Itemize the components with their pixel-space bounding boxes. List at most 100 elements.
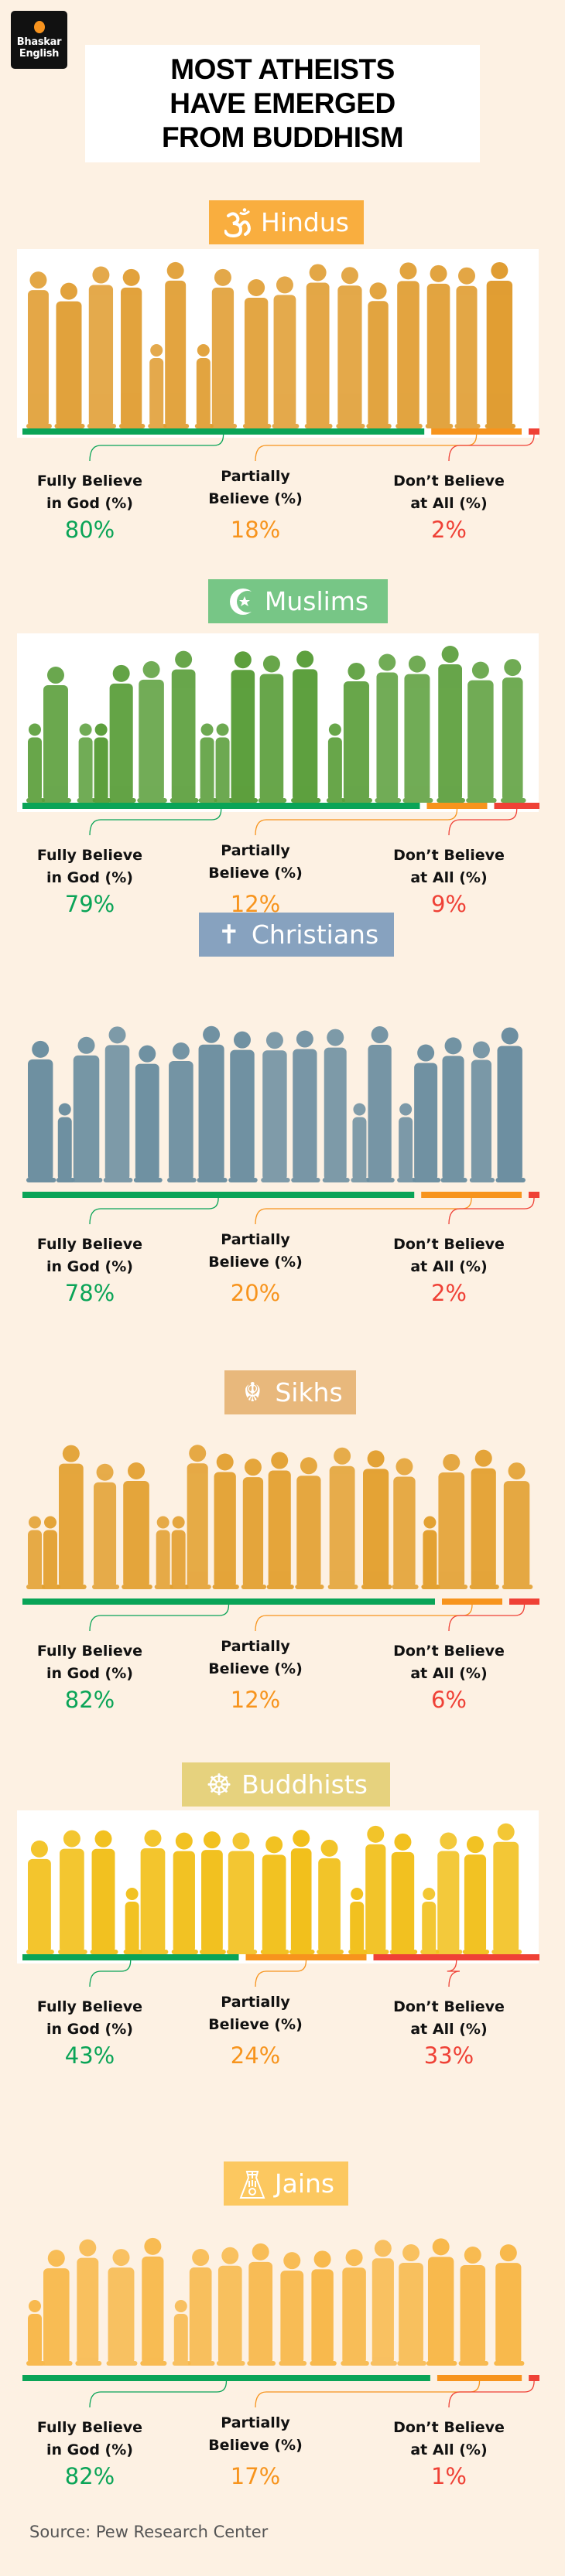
value-not: 1% — [430, 2463, 467, 2489]
adult-figure — [229, 651, 259, 803]
bar-not — [529, 1192, 539, 1198]
adult-figure — [494, 2244, 525, 2366]
label-fully: Fully Believe in God (%) — [5, 1640, 175, 1685]
bar-fully — [22, 428, 425, 435]
connector-not — [448, 1604, 526, 1632]
people-figures — [26, 2237, 525, 2366]
adult-figure — [228, 1031, 258, 1182]
label-line: Fully Believe — [36, 1998, 143, 2015]
belief-bar-chart — [22, 803, 539, 836]
label-line: Fully Believe — [36, 2419, 143, 2436]
adult-figure — [272, 276, 300, 428]
people-illustration — [17, 1432, 539, 1598]
title-line: HAVE EMERGED — [170, 87, 396, 119]
label-line: Fully Believe — [36, 1643, 143, 1660]
label-fully: Fully Believe in God (%) — [5, 1996, 175, 2041]
adult-figure — [341, 2249, 369, 2366]
bar-partially — [431, 428, 522, 435]
section-header: Jains — [224, 2161, 348, 2206]
value-not: 2% — [430, 517, 467, 543]
adult-figure — [426, 2238, 457, 2366]
child-figure — [348, 1888, 368, 1954]
section-header: ☸ Buddhists — [182, 1762, 390, 1807]
adult-figure — [336, 267, 365, 428]
adult-figure — [440, 1037, 467, 1182]
adult-figure — [485, 261, 516, 428]
adult-figure — [364, 1825, 389, 1954]
connector-partially — [255, 808, 458, 836]
people-figures — [26, 1025, 526, 1182]
adult-figure — [26, 1040, 56, 1182]
label-line: in God (%) — [46, 1665, 133, 1682]
label-partially: Partially Believe (%) — [170, 2412, 341, 2457]
label-not: Don’t Believe at All (%) — [364, 1233, 534, 1278]
section-title: Christians — [251, 920, 379, 950]
section-title: Muslims — [264, 586, 369, 616]
adult-figure — [266, 1452, 294, 1589]
label-fully: Fully Believe in God (%) — [5, 2417, 175, 2462]
connector-not — [448, 434, 535, 462]
label-line: at All (%) — [410, 2441, 488, 2458]
child-figure — [26, 723, 45, 803]
label-line: Partially — [221, 1994, 290, 2011]
adult-figure — [57, 1445, 87, 1589]
value-partially: 12% — [230, 1687, 281, 1713]
connector-fully — [89, 434, 224, 462]
khanda-icon: ☬ — [243, 1377, 262, 1408]
adult-figure — [458, 2247, 489, 2366]
adult-figure — [92, 1463, 120, 1589]
adult-figure — [185, 1445, 211, 1589]
label-not: Don’t Believe at All (%) — [364, 470, 534, 515]
people-illustration — [17, 633, 539, 812]
bar-not — [494, 803, 539, 809]
adult-figure — [119, 268, 146, 428]
adult-figure — [375, 653, 402, 803]
connector-fully — [89, 1960, 132, 1987]
adult-figure — [260, 1836, 289, 1954]
bar-fully — [22, 1598, 435, 1605]
adult-figure — [279, 2252, 307, 2366]
dharma-wheel-icon: ☸ — [206, 1767, 233, 1802]
bar-partially — [426, 803, 488, 809]
bar-partially — [245, 1954, 367, 1960]
om-icon — [224, 207, 253, 238]
label-line: Fully Believe — [36, 473, 143, 490]
section-header: Muslims — [208, 579, 388, 623]
label-partially: Partially Believe (%) — [170, 1636, 341, 1680]
adult-figure — [466, 661, 497, 803]
adult-figure — [291, 650, 321, 803]
label-line: in God (%) — [46, 495, 133, 512]
adult-figure — [247, 2243, 276, 2366]
adult-figure — [341, 662, 372, 803]
adult-figure — [392, 1458, 419, 1589]
connector-not — [447, 1960, 461, 1987]
crescent-star-icon — [228, 586, 257, 617]
connector-fully — [89, 1197, 219, 1225]
child-figure — [148, 344, 167, 428]
bar-fully — [22, 1192, 415, 1198]
adult-figure — [436, 1832, 463, 1954]
adult-figure — [327, 1447, 358, 1589]
child-figure — [351, 1103, 370, 1182]
adult-figure — [366, 282, 392, 428]
adult-figure — [71, 1036, 103, 1182]
label-not: Don’t Believe at All (%) — [364, 1640, 534, 1685]
people-figures — [26, 261, 516, 428]
section-title: Sikhs — [275, 1377, 343, 1407]
adult-figure — [261, 1032, 290, 1182]
bar-partially — [421, 1192, 522, 1198]
value-fully: 82% — [64, 2463, 115, 2489]
belief-bar-chart — [22, 1598, 539, 1632]
bar-fully — [22, 1954, 239, 1960]
label-line: Don’t Believe — [393, 2419, 505, 2436]
child-figure — [397, 1103, 416, 1182]
adult-figure — [197, 1025, 228, 1182]
label-line: Believe (%) — [208, 865, 303, 882]
label-line: Fully Believe — [36, 1236, 143, 1253]
label-line: at All (%) — [410, 495, 488, 512]
adult-figure — [171, 1832, 198, 1954]
child-figure — [421, 1516, 440, 1589]
bar-fully — [22, 803, 420, 809]
adult-figure — [295, 1457, 324, 1589]
child-figure — [77, 723, 96, 803]
